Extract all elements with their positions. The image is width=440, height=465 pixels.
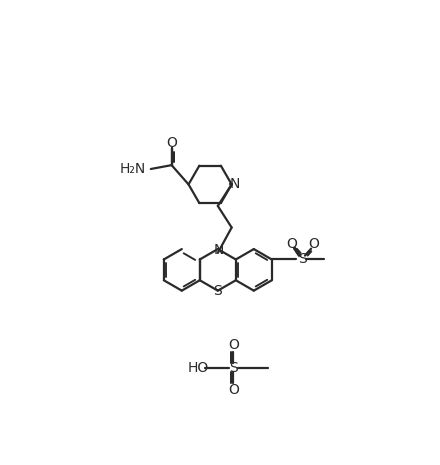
Text: N: N bbox=[230, 177, 240, 192]
Text: S: S bbox=[229, 361, 238, 375]
Text: O: O bbox=[228, 339, 238, 352]
Text: O: O bbox=[286, 237, 297, 251]
Text: S: S bbox=[298, 252, 307, 266]
Text: HO: HO bbox=[188, 361, 209, 375]
Text: O: O bbox=[228, 383, 238, 397]
Text: S: S bbox=[213, 284, 222, 298]
Text: H₂N: H₂N bbox=[120, 162, 146, 176]
Text: O: O bbox=[308, 237, 319, 251]
Text: O: O bbox=[166, 136, 177, 150]
Text: N: N bbox=[213, 243, 224, 257]
